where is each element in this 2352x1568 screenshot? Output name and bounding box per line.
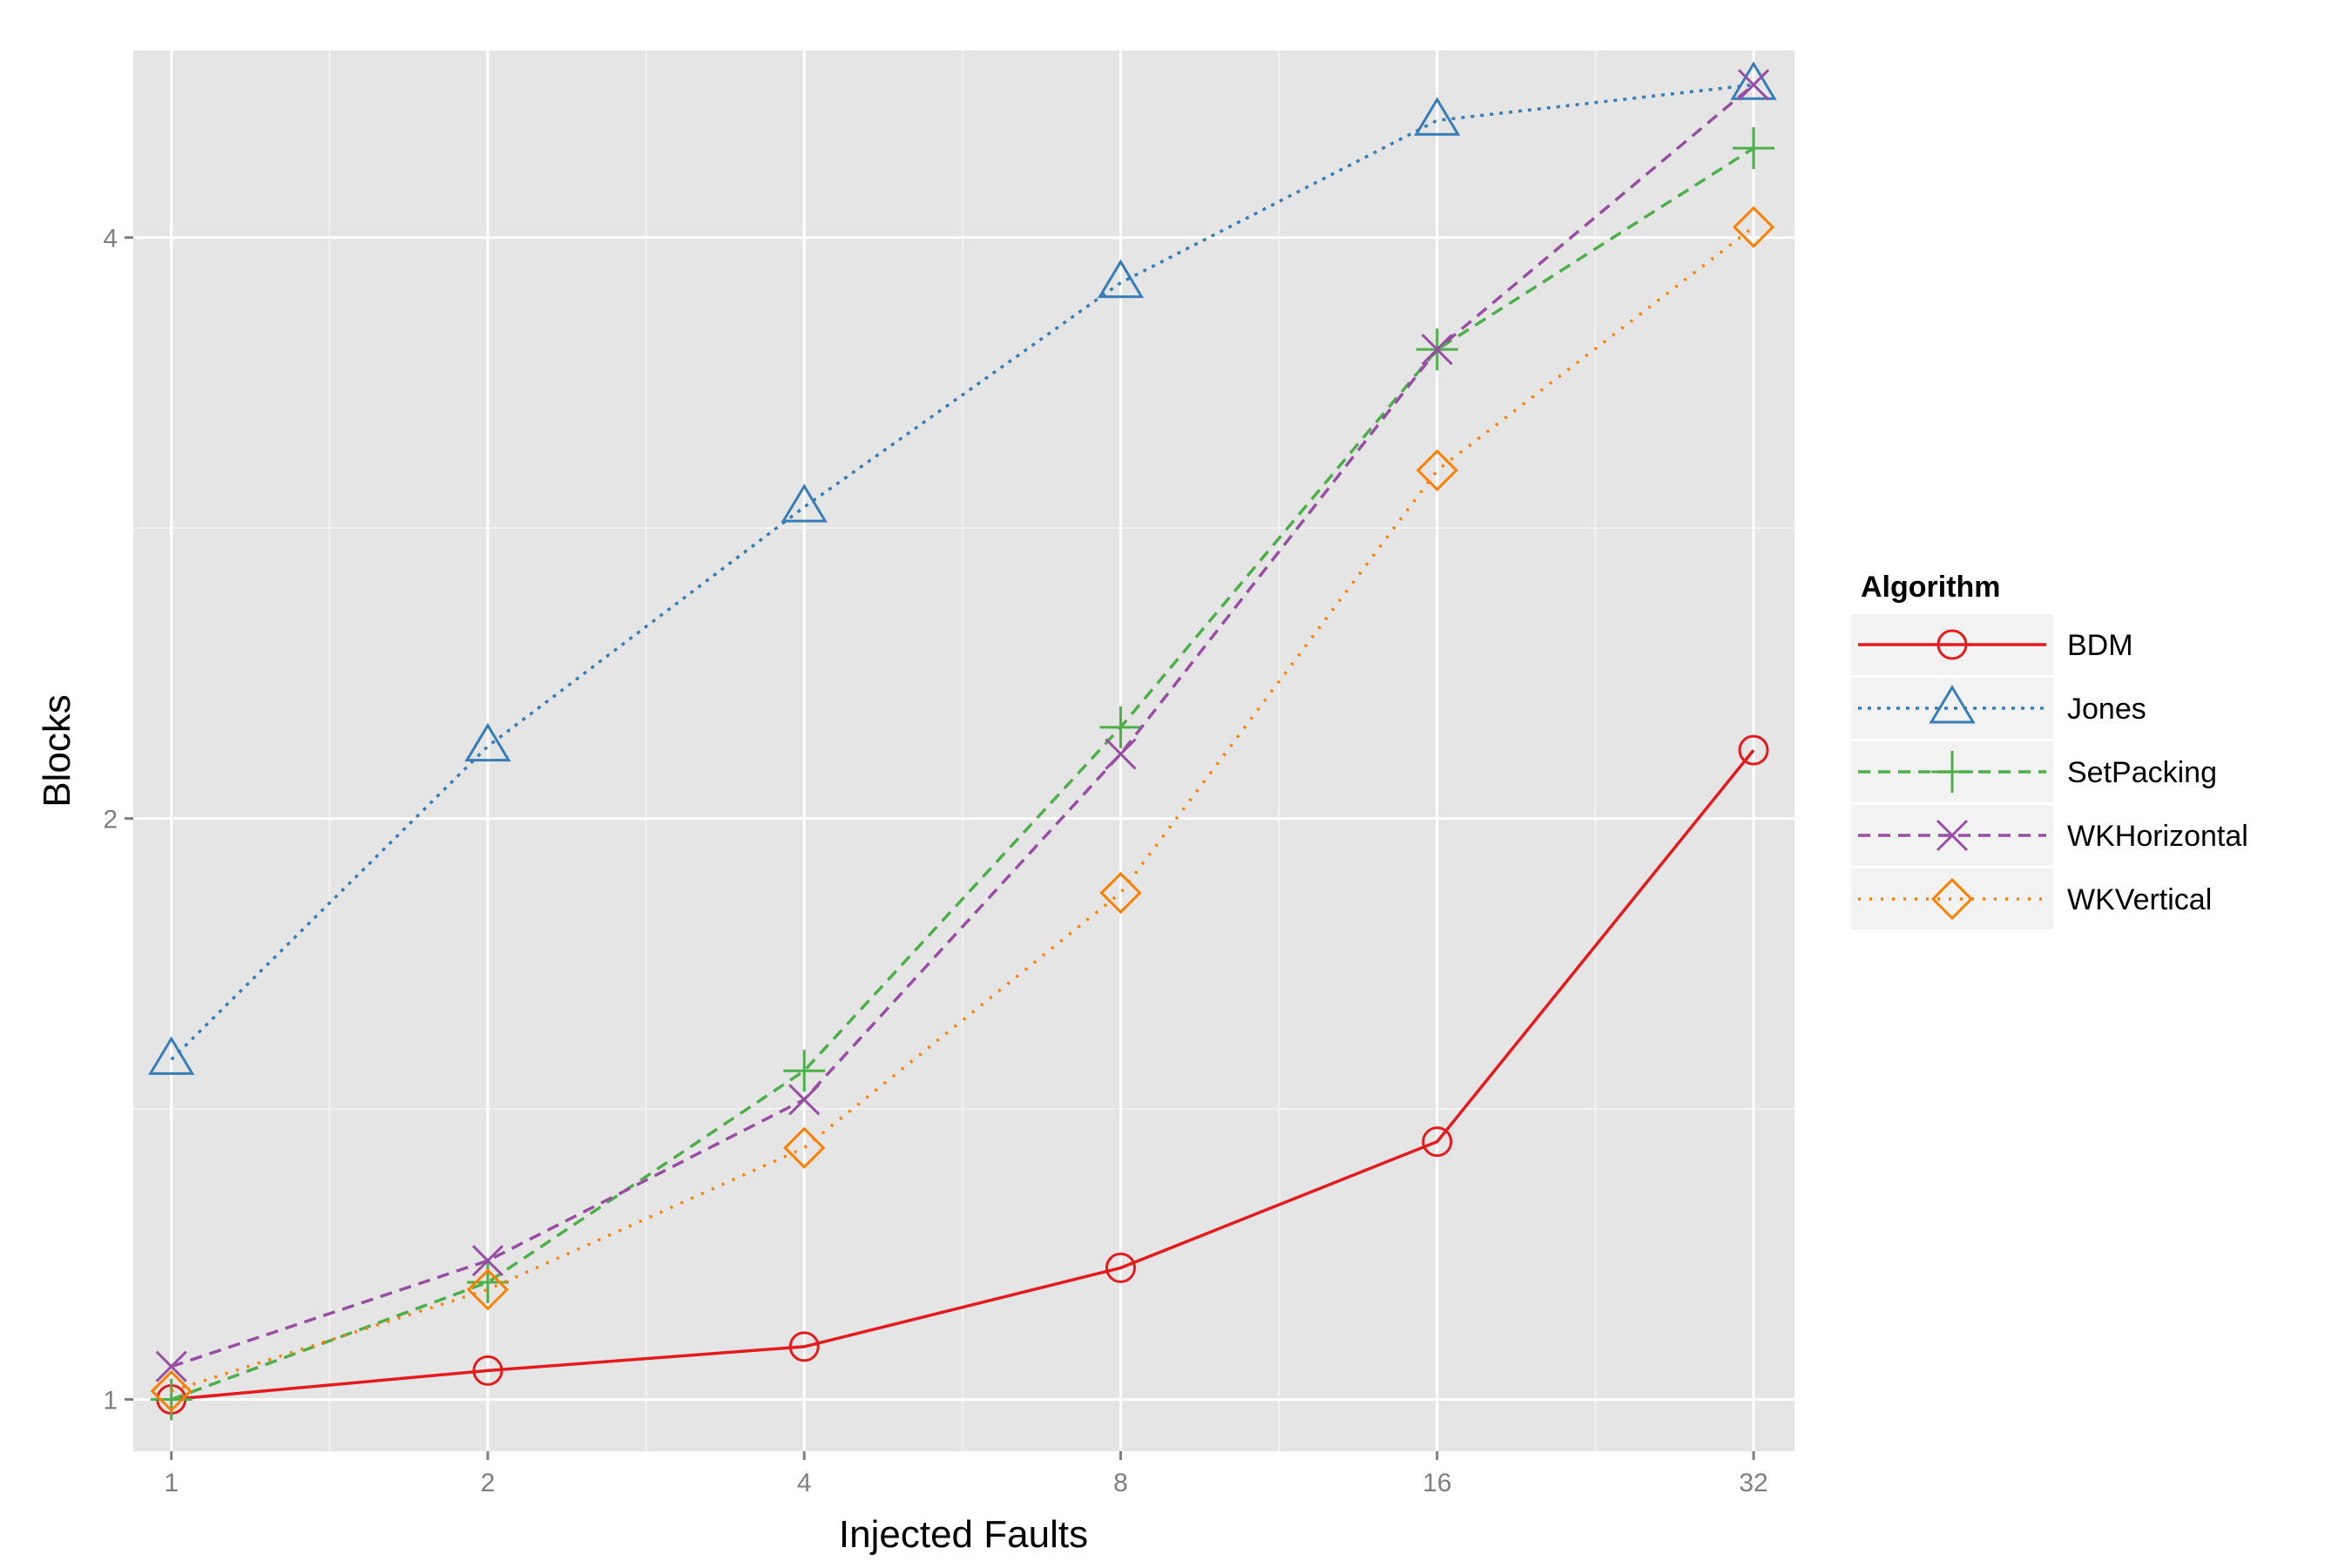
series-wkvertical [150,206,1775,1413]
legend-item-wkvertical: WKVertical [1851,868,2212,929]
data-point-wkhorizontal [471,1245,504,1277]
legend-label-setpacking: SetPacking [2067,756,2217,789]
legend-title: Algorithm [1861,571,2001,604]
data-point-jones [1414,97,1461,136]
legend-key-marker [1930,877,1974,921]
series-layer [148,61,1777,1421]
y-tick-label: 4 [103,225,118,253]
data-point-jones [781,483,828,523]
data-point-wkvertical [466,1268,510,1311]
grid-minor [133,51,1794,1451]
series-line-setpacking [171,146,1754,1402]
x-tick-label: 1 [164,1469,179,1497]
y-tick-label: 1 [103,1386,118,1415]
series-line-jones [170,83,1754,1061]
data-point-bdm [472,1355,504,1386]
data-point-bdm [1738,734,1769,766]
data-point-wkhorizontal [788,1084,821,1116]
data-point-setpacking [150,1378,193,1421]
legend-item-setpacking: SetPacking [1851,741,2217,802]
data-point-wkvertical [1732,206,1775,248]
data-point-jones [464,722,511,762]
legend-key-marker [1936,629,1968,660]
data-point-jones [148,1036,195,1075]
data-point-jones [1730,61,1777,100]
data-point-wkvertical [783,1126,826,1169]
data-point-bdm [1105,1252,1137,1283]
y-tick-label: 2 [103,806,118,835]
x-tick-label: 16 [1423,1469,1451,1497]
grid-major [133,51,1794,1451]
data-point-wkvertical [150,1369,193,1413]
y-axis-title: Blocks [36,694,78,808]
data-point-wkvertical [1416,449,1458,492]
legend-label-jones: Jones [2067,693,2146,726]
data-point-wkhorizontal [1421,334,1453,366]
x-tick-label: 4 [797,1469,812,1497]
data-point-bdm [788,1331,820,1362]
x-tick-label: 2 [481,1469,496,1497]
data-point-wkhorizontal [1105,738,1137,770]
data-point-setpacking [1733,127,1775,170]
x-tick-label: 32 [1739,1469,1767,1497]
data-point-bdm [1422,1126,1453,1158]
legend-label-wkvertical: WKVertical [2067,883,2212,916]
x-axis: 1 2 4 8 16 32 [164,1451,1768,1497]
data-point-wkhorizontal [1737,69,1770,101]
legend-key-marker [1936,819,1969,852]
data-point-setpacking [783,1050,826,1092]
data-point-setpacking [466,1261,509,1303]
legend-item-wkhorizontal: WKHorizontal [1851,805,2248,866]
legend-key-marker [1929,685,1976,724]
legend-key-marker [1931,751,1973,793]
legend-item-jones: Jones [1851,678,2146,739]
legend-label-bdm: BDM [2067,629,2133,662]
data-point-setpacking [1099,706,1142,748]
legend-label-wkhorizontal: WKHorizontal [2067,820,2248,853]
data-point-wkvertical [1099,871,1142,915]
data-point-jones [1097,259,1145,299]
series-jones [148,61,1777,1075]
legend-item-bdm: BDM [1851,614,2133,675]
x-tick-label: 8 [1113,1469,1128,1497]
data-point-wkhorizontal [155,1350,187,1382]
x-axis-title: Injected Faults [839,1513,1088,1556]
series-line-wkhorizontal [171,83,1755,1369]
legend: Algorithm BDM Jones SetPacking WKHorizontal… [1851,571,2248,929]
series-wkhorizontal [155,69,1770,1382]
series-line-bdm [171,749,1755,1402]
y-axis: 1 2 4 [103,225,133,1415]
